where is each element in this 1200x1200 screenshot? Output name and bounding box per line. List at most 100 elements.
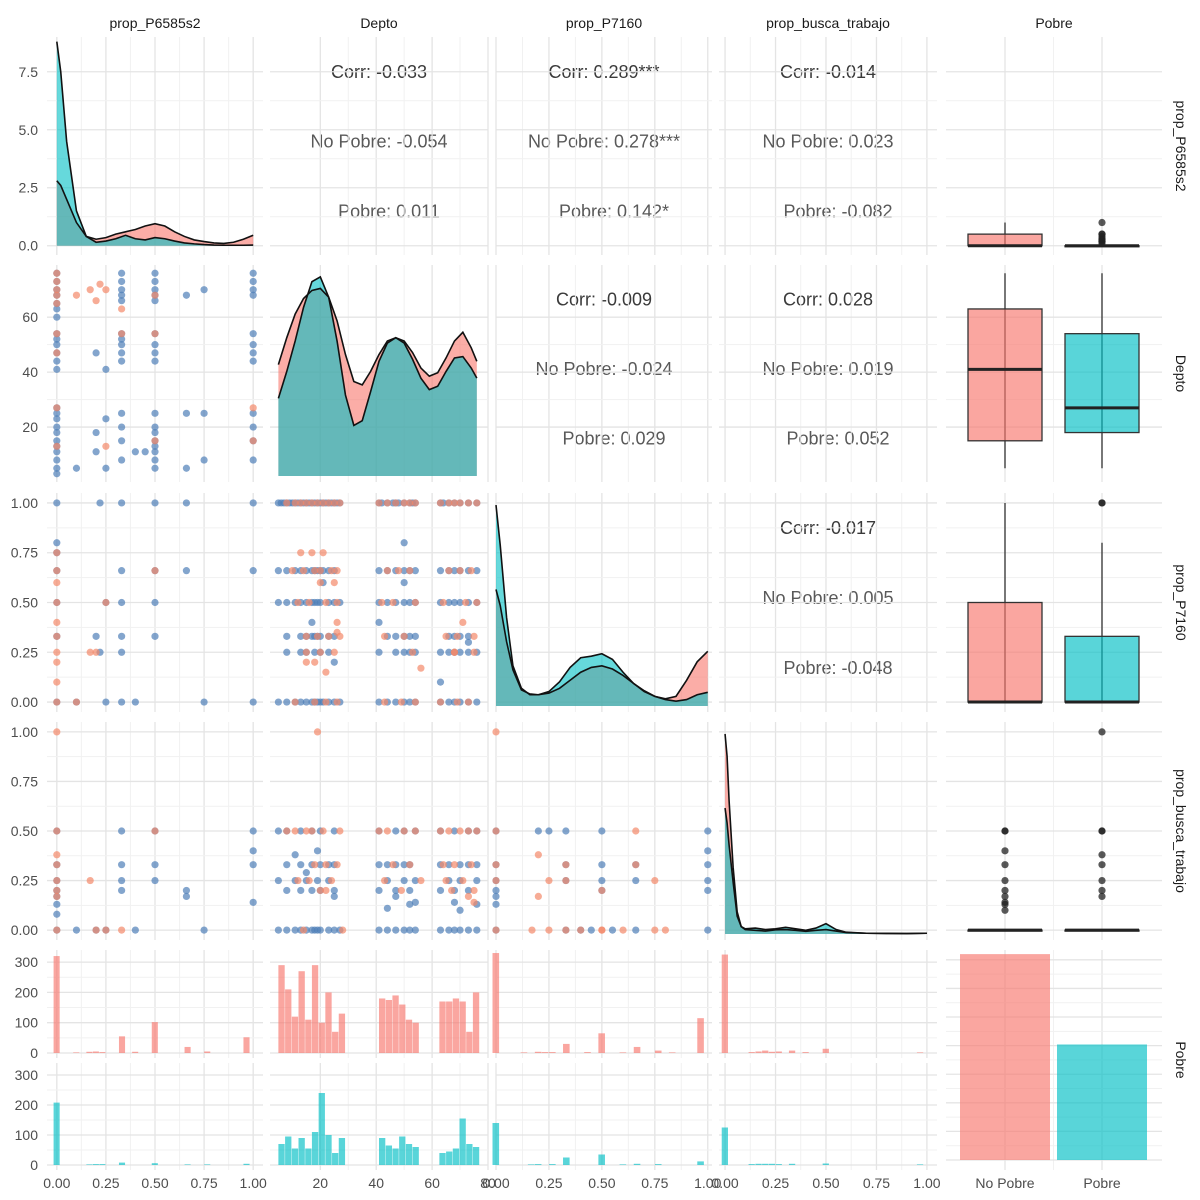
scatter-point-pobre xyxy=(330,658,338,666)
scatter-point-pobre xyxy=(464,886,473,895)
scatter-point-pobre xyxy=(182,892,191,901)
hist-bar-no-pobre xyxy=(305,1019,312,1053)
scatter-point-pobre xyxy=(330,827,338,835)
scatter-point-pobre xyxy=(406,900,414,908)
scatter-point-pobre xyxy=(308,886,316,895)
scatter-point-no-pobre xyxy=(299,567,308,575)
hist-bar-no-pobre xyxy=(697,1018,704,1053)
correlation-pobre: Pobre: -0.048 xyxy=(783,658,892,678)
y-tick-label: 0.0 xyxy=(19,238,39,254)
scatter-point-no-pobre xyxy=(53,861,61,869)
hist-bar-no-pobre xyxy=(243,1037,250,1053)
scatter-point-no-pobre xyxy=(322,698,330,706)
y-tick-label: 0.75 xyxy=(11,773,38,789)
scatter-point-no-pobre xyxy=(53,876,61,885)
scatter-point-no-pobre xyxy=(151,330,159,338)
scatter-point-no-pobre xyxy=(442,876,450,885)
scatter-point-no-pobre xyxy=(545,876,553,885)
scatter-point-no-pobre xyxy=(459,618,467,627)
y-tick-label: 40 xyxy=(22,364,38,380)
scatter-point-no-pobre xyxy=(389,598,397,607)
correlation-pobre: Pobre: 0.029 xyxy=(562,429,665,449)
boxplot-panel xyxy=(967,499,1140,704)
scatter-point-pobre xyxy=(464,648,473,656)
hist-bar-no-pobre xyxy=(392,995,399,1053)
scatter-point-pobre xyxy=(411,567,419,575)
panel-grid xyxy=(270,37,489,255)
scatter-point-no-pobre xyxy=(467,567,475,575)
scatter-point-no-pobre xyxy=(313,632,322,640)
scatter-point-pobre xyxy=(400,876,408,885)
scatter-point-no-pobre xyxy=(325,632,333,640)
scatter-point-pobre xyxy=(400,567,408,575)
scatter-point-no-pobre xyxy=(473,827,481,835)
scatter-point-pobre xyxy=(316,926,324,934)
scatter-point-no-pobre xyxy=(297,549,305,557)
scatter-point-pobre xyxy=(151,448,159,456)
scatter-point-no-pobre xyxy=(92,926,100,934)
scatter-point-no-pobre xyxy=(325,499,333,507)
box-outlier xyxy=(1001,861,1009,869)
scatter-point-pobre xyxy=(436,926,445,934)
histogram-panel xyxy=(53,956,250,1053)
hist-bar-no-pobre xyxy=(399,1004,406,1053)
scatter-point-pobre xyxy=(406,926,414,934)
correlation-no-pobre: No Pobre: 0.023 xyxy=(762,132,893,152)
box-pobre xyxy=(1064,635,1140,703)
hist-bar-no-pobre xyxy=(788,1050,796,1053)
x-tick-label: 0.25 xyxy=(535,1175,562,1191)
scatter-point-no-pobre xyxy=(316,886,324,895)
density-line-pobre xyxy=(56,41,254,247)
hist-bar-no-pobre xyxy=(291,1016,299,1053)
scatter-point-pobre xyxy=(200,409,208,417)
scatter-point-no-pobre xyxy=(53,618,61,627)
hist-bar-pobre xyxy=(788,1163,796,1165)
scatter-point-pobre xyxy=(383,904,391,912)
scatter-point-pobre xyxy=(283,567,291,575)
scatter-point-no-pobre xyxy=(333,598,341,607)
scatter-point-pobre xyxy=(118,499,126,507)
scatter-point-no-pobre xyxy=(96,280,104,288)
scatter-point-no-pobre xyxy=(316,578,324,587)
scatter-point-pobre xyxy=(151,442,159,450)
hist-bar-no-pobre xyxy=(379,998,386,1053)
hist-bar-no-pobre xyxy=(298,971,305,1053)
scatter-point-pobre xyxy=(392,827,400,835)
scatter-point-no-pobre xyxy=(562,876,570,885)
x-tick-label: 0.25 xyxy=(762,1175,789,1191)
scatter-point-pobre xyxy=(330,892,338,901)
scatter-point-no-pobre xyxy=(445,827,453,835)
y-tick-label: 0.50 xyxy=(11,823,38,839)
hist-bar-pobre xyxy=(527,1164,535,1165)
density-area-pobre xyxy=(56,41,254,246)
scatter-point-no-pobre xyxy=(102,926,110,934)
scatter-point-pobre xyxy=(297,886,305,895)
scatter-panel xyxy=(274,728,481,934)
panel-grid xyxy=(719,1063,937,1170)
hist-bar-pobre xyxy=(243,1163,250,1165)
scatter-point-pobre xyxy=(283,598,291,607)
scatter-point-no-pobre xyxy=(53,698,61,706)
y-tick-label: 0 xyxy=(30,1045,38,1061)
scatter-point-pobre xyxy=(400,861,408,869)
scatter-point-pobre xyxy=(118,423,126,431)
scatter-point-pobre xyxy=(436,648,445,656)
scatter-point-no-pobre xyxy=(336,499,344,507)
hist-bar-pobre xyxy=(755,1163,762,1165)
hist-bar-pobre xyxy=(916,1164,924,1165)
panel-grid xyxy=(47,1063,263,1170)
scatter-point-no-pobre xyxy=(249,437,257,445)
scatter-point-pobre xyxy=(492,886,500,895)
hist-bar-pobre xyxy=(822,1163,829,1165)
box-outlier xyxy=(1001,900,1009,908)
density-line-no-pobre xyxy=(277,287,478,386)
hist-bar-no-pobre xyxy=(472,992,480,1053)
scatter-point-pobre xyxy=(200,698,208,706)
scatter-point-pobre xyxy=(545,827,553,835)
boxplot-panel xyxy=(967,218,1140,248)
scatter-point-pobre xyxy=(249,827,257,835)
y-tick-label: 100 xyxy=(15,1127,39,1143)
scatter-point-pobre xyxy=(316,598,324,607)
scatter-point-pobre xyxy=(330,886,338,895)
hist-bar-no-pobre xyxy=(822,1048,829,1053)
